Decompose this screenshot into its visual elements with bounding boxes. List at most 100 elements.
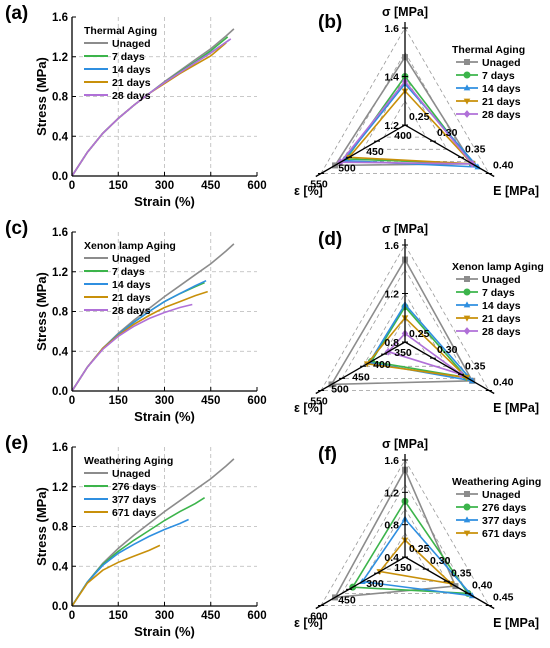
radar-axis-title: ε [%] <box>294 616 323 630</box>
radar-tick-label: 350 <box>394 347 412 359</box>
radar-tick-label: 0.35 <box>465 143 486 155</box>
radar-series <box>378 538 454 585</box>
legend-label: 671 days <box>112 507 157 519</box>
legend-title: Xenon lamp Aging <box>452 261 544 273</box>
legend-label: 7 days <box>112 51 145 63</box>
legend-label: Unaged <box>112 468 151 480</box>
radar-series <box>330 257 474 386</box>
legend-title: Xenon lamp Aging <box>84 240 176 252</box>
radar-tick-label: 300 <box>366 578 384 590</box>
radar-axis-title: σ [MPa] <box>382 437 428 451</box>
legend-marker <box>463 301 471 308</box>
legend-marker <box>464 491 470 497</box>
y-tick-label: 1.2 <box>52 482 68 494</box>
x-tick-label: 450 <box>201 610 220 622</box>
radar-chart-f: (f) 0.4 0.8 1.2 1.6 0.250.300.350.400.45 150 30… <box>294 437 541 630</box>
radar-chart-d: (d) 0.8 1.2 1.6 0.25 0.30 0.35 0.40 350400450500… <box>294 222 544 415</box>
x-tick-label: 150 <box>109 395 128 407</box>
radar-axis-title: E [MPa] <box>493 401 539 415</box>
radar-axis-title: σ [MPa] <box>382 5 428 19</box>
radar-tick-label: 150 <box>394 562 412 574</box>
radar-series <box>347 89 475 165</box>
x-tick-label: 600 <box>247 610 266 622</box>
x-tick-label: 0 <box>69 395 75 407</box>
x-tick-label: 150 <box>109 180 128 192</box>
radar-tick-label: 0.40 <box>493 377 514 389</box>
y-tick-label: 0.4 <box>52 561 69 573</box>
legend-marker <box>463 98 471 105</box>
x-tick-label: 600 <box>247 180 266 192</box>
radar-tick-label: 500 <box>331 383 349 395</box>
legend-marker <box>463 530 471 537</box>
radar-axis-title: ε [%] <box>294 401 323 415</box>
panel-label: (c) <box>5 218 28 239</box>
legend-marker <box>463 110 471 118</box>
y-tick-label: 0.4 <box>52 346 69 358</box>
legend-marker <box>463 327 471 335</box>
radar-series <box>333 55 474 167</box>
y-tick-label: 0.0 <box>52 171 68 183</box>
legend-marker <box>464 276 470 282</box>
legend-label: 14 days <box>482 83 521 95</box>
radar-tick-label: 0.35 <box>451 567 472 579</box>
series-line <box>72 544 161 606</box>
legend-label: 14 days <box>112 279 151 291</box>
x-tick-label: 150 <box>109 610 128 622</box>
radar-tick-label: 0.35 <box>465 360 486 372</box>
y-tick-label: 0.8 <box>52 522 69 534</box>
radar-axis-right <box>404 124 495 178</box>
legend-label: 377 days <box>112 494 157 506</box>
x-axis-label: Strain (%) <box>134 624 195 639</box>
radar-grid <box>320 27 490 174</box>
series-line <box>72 39 230 176</box>
radar-axis-left <box>315 124 406 178</box>
legend-marker <box>463 315 471 322</box>
legend-label: 7 days <box>482 70 515 82</box>
line-chart-c: (c) 0 150 300 450 600 0.0 0.4 0.8 1.2 1.6 Strain (%… <box>5 218 267 424</box>
legend-marker <box>463 71 471 79</box>
radar-tick-label: 550 <box>310 396 328 408</box>
radar-series <box>365 316 469 379</box>
legend-label: 21 days <box>112 292 151 304</box>
radar-tick-label: 450 <box>366 146 384 158</box>
radar-tick-label: 0.25 <box>409 328 430 340</box>
x-tick-label: 0 <box>69 610 75 622</box>
radar-tick-label: 0.40 <box>493 160 514 172</box>
legend-marker <box>463 84 471 91</box>
radar-series <box>338 80 474 165</box>
radar-grid <box>320 459 490 606</box>
panel-label: (b) <box>318 12 342 33</box>
legend-label: 14 days <box>482 300 521 312</box>
radar-tick-label: 400 <box>373 359 391 371</box>
radar-tick-label: 500 <box>338 162 356 174</box>
series-line <box>72 518 189 606</box>
radar-axis-title: σ [MPa] <box>382 222 428 236</box>
radar-axis-left <box>315 556 406 610</box>
legend-title: Thermal Aging <box>84 25 157 37</box>
radar-tick-label: 1.6 <box>384 455 399 467</box>
radar-tick-label: 1.4 <box>384 72 399 84</box>
y-tick-label: 1.6 <box>52 227 68 239</box>
legend-label: 276 days <box>112 481 157 493</box>
legend-label: 276 days <box>482 502 527 514</box>
series-group <box>72 28 235 176</box>
legend-label: 28 days <box>112 305 151 317</box>
legend-label: Unaged <box>482 57 521 69</box>
radar-tick-label: 1.6 <box>384 240 399 252</box>
y-tick-label: 1.6 <box>52 12 68 24</box>
legend-label: 28 days <box>482 109 521 121</box>
legend-label: Unaged <box>482 489 521 501</box>
x-axis-label: Strain (%) <box>134 194 195 209</box>
radar-grid <box>320 244 490 391</box>
radar-tick-label: 0.45 <box>493 592 514 604</box>
radar-series <box>370 305 469 379</box>
legend-label: 14 days <box>112 64 151 76</box>
line-chart-e: (e) 0 150 300 450 600 0.0 0.4 0.8 1.2 1.6 Strain (%… <box>5 433 267 639</box>
x-tick-label: 300 <box>155 610 174 622</box>
y-tick-label: 1.2 <box>52 267 68 279</box>
legend-marker <box>463 503 471 511</box>
radar-tick-label: 450 <box>338 594 356 606</box>
radar-tick-label: 1.6 <box>384 23 399 35</box>
legend-title: Weathering Aging <box>452 476 541 488</box>
radar-axis-right <box>404 556 495 610</box>
